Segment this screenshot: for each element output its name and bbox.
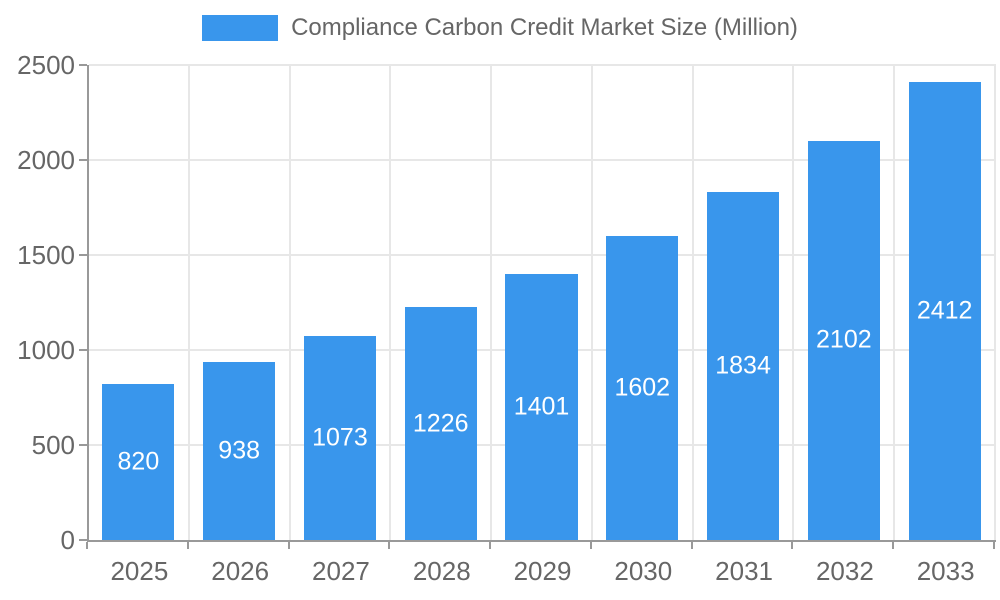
bar-2029[interactable]: 1401 <box>505 273 578 540</box>
x-axis-label-2031: 2031 <box>715 556 773 586</box>
x-axis-tick <box>388 542 391 549</box>
x-axis-tick <box>86 542 88 549</box>
gridline-y-2000 <box>89 159 996 161</box>
category-slot-2028: 1226 <box>391 65 493 540</box>
y-axis-label-2000: 2000 <box>17 145 75 175</box>
y-axis-tick <box>79 444 87 446</box>
bar-2027[interactable]: 1073 <box>303 336 376 540</box>
x-axis-label-2032: 2032 <box>815 556 874 586</box>
x-axis-tick <box>287 542 290 549</box>
legend[interactable]: Compliance Carbon Credit Market Size (Mi… <box>0 14 1000 42</box>
x-axis-label-2028: 2028 <box>412 556 471 586</box>
x-axis-tick <box>489 542 492 549</box>
y-axis-tick <box>79 349 87 351</box>
bar-2026[interactable]: 938 <box>203 361 276 540</box>
bar-2031[interactable]: 1834 <box>707 191 780 540</box>
category-slot-2030: 1602 <box>593 65 694 540</box>
category-slot-2031: 1834 <box>694 65 795 540</box>
y-axis-tick <box>79 539 87 541</box>
category-slot-2026: 938 <box>190 65 291 540</box>
bar-2033[interactable]: 2412 <box>908 81 981 540</box>
x-axis-labels: 2025 2026 2027 2028 2029 2030 2031 2032 2033 <box>89 556 996 587</box>
bar-value-label: 2102 <box>816 325 872 354</box>
x-axis-tick <box>993 542 995 549</box>
x-axis-tick <box>791 542 794 549</box>
category-slot-2033: 2412 <box>895 65 997 540</box>
y-axis-tick <box>79 159 87 161</box>
y-axis-tick <box>79 64 87 66</box>
bar-value-label: 1602 <box>614 373 671 402</box>
x-axis-tick <box>892 542 895 549</box>
x-axis-tick <box>589 542 592 549</box>
category-slot-2027: 1073 <box>291 65 392 540</box>
bar-value-label: 938 <box>218 436 261 465</box>
x-axis-label-2026: 2026 <box>211 556 270 586</box>
bar-value-label: 1401 <box>513 392 570 421</box>
bar-2025[interactable]: 820 <box>102 384 175 540</box>
gridline-y-2500 <box>89 64 996 66</box>
bar-value-label: 1834 <box>715 351 771 380</box>
bar-value-label: 1073 <box>312 423 368 452</box>
bar-2028[interactable]: 1226 <box>404 307 477 540</box>
legend-label[interactable]: Compliance Carbon Credit Market Size (Mi… <box>291 14 798 41</box>
gridline-y-1500 <box>89 254 996 256</box>
x-axis-label-2033: 2033 <box>916 556 975 586</box>
bar-2030[interactable]: 1602 <box>606 235 679 540</box>
bar-value-label: 820 <box>117 447 160 476</box>
y-axis-label-1000: 1000 <box>17 335 75 365</box>
category-slot-2029: 1401 <box>492 65 593 540</box>
category-slot-2032: 2102 <box>794 65 896 540</box>
y-axis-label-0: 0 <box>60 525 75 555</box>
y-axis-label-500: 500 <box>31 430 75 460</box>
x-axis-tick <box>186 542 189 549</box>
y-axis-tick <box>79 254 87 256</box>
x-axis-label-2027: 2027 <box>312 556 370 586</box>
bar-value-label: 2412 <box>916 296 973 325</box>
bar-2032[interactable]: 2102 <box>807 140 880 540</box>
bar-value-label: 1226 <box>412 409 469 438</box>
slots: 820 938 1073 1226 1401 1602 1834 2102 2412 <box>89 65 997 540</box>
x-axis-label-2030: 2030 <box>614 556 673 586</box>
x-axis-label-2025: 2025 <box>110 556 169 586</box>
x-axis-label-2029: 2029 <box>513 556 572 586</box>
plot-area: 820 938 1073 1226 1401 1602 1834 2102 2412 <box>87 64 997 542</box>
y-axis-label-2500: 2500 <box>17 50 75 80</box>
legend-swatch-icon[interactable] <box>202 15 279 41</box>
y-axis-label-1500: 1500 <box>17 240 75 270</box>
x-axis-tick <box>690 542 693 549</box>
category-slot-2025: 820 <box>89 65 190 540</box>
